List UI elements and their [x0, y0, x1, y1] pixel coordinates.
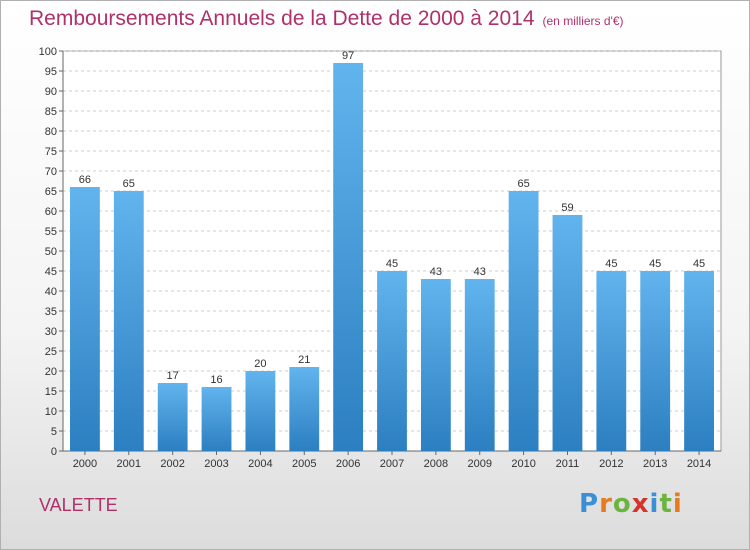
bar-value-label: 66 [79, 174, 91, 186]
bar [420, 279, 451, 451]
bar [596, 271, 627, 451]
bar-value-label: 45 [649, 258, 661, 270]
x-tick-label: 2005 [292, 458, 316, 470]
x-tick-label: 2011 [556, 458, 580, 470]
chart-title-text: Remboursements Annuels de la Dette de 20… [29, 7, 535, 30]
x-tick-label: 2014 [687, 458, 711, 470]
y-tick-label: 100 [39, 46, 57, 58]
x-tick-label: 2000 [73, 458, 97, 470]
bar-value-label: 43 [430, 266, 442, 278]
y-tick-label: 40 [45, 286, 57, 298]
logo-letter: r [599, 489, 613, 519]
bar-value-label: 65 [123, 178, 135, 190]
bar-value-label: 45 [386, 258, 398, 270]
y-tick-label: 60 [45, 206, 57, 218]
y-tick-label: 45 [45, 266, 57, 278]
bar-value-label: 65 [517, 178, 529, 190]
bar [552, 215, 583, 451]
bar [70, 187, 100, 451]
bar-value-label: 43 [474, 266, 486, 278]
bar-value-label: 97 [342, 50, 354, 62]
y-tick-label: 75 [45, 146, 57, 158]
bar-value-label: 45 [605, 258, 617, 270]
x-tick-label: 2006 [336, 458, 360, 470]
y-tick-label: 25 [45, 346, 57, 358]
y-tick-label: 65 [45, 186, 57, 198]
commune-name: VALETTE [39, 495, 118, 515]
x-tick-label: 2007 [380, 458, 404, 470]
bar [157, 383, 188, 451]
bar [640, 271, 671, 451]
bar-value-label: 59 [561, 202, 573, 214]
x-tick-label: 2008 [424, 458, 448, 470]
logo-letter: t [659, 489, 673, 519]
y-tick-label: 5 [51, 426, 57, 438]
bar [333, 63, 364, 451]
x-tick-label: 2002 [160, 458, 184, 470]
x-tick-label: 2013 [643, 458, 667, 470]
y-tick-label: 55 [45, 226, 57, 238]
logo-letter: P [579, 489, 600, 519]
logo-letter: x [631, 489, 650, 519]
bar [684, 271, 714, 451]
logo-letter: i [649, 489, 660, 519]
y-tick-label: 80 [45, 126, 57, 138]
y-tick-label: 0 [51, 446, 57, 458]
proxiti-logo[interactable]: Proxiti [579, 489, 683, 519]
x-tick-label: 2009 [467, 458, 491, 470]
x-tick-label: 2010 [511, 458, 535, 470]
logo-letter: i [672, 489, 683, 519]
y-tick-label: 50 [45, 246, 57, 258]
y-tick-label: 95 [45, 66, 57, 78]
bar [113, 191, 144, 451]
bar [377, 271, 407, 451]
chart-subtitle: (en milliers d'€) [542, 14, 624, 28]
x-tick-label: 2001 [117, 458, 141, 470]
bar [508, 191, 539, 451]
bar-value-label: 20 [254, 358, 266, 370]
bar-value-label: 21 [298, 354, 310, 366]
y-tick-label: 70 [45, 166, 57, 178]
bar [201, 387, 232, 451]
y-tick-label: 85 [45, 106, 57, 118]
y-tick-label: 10 [45, 406, 57, 418]
x-tick-label: 2003 [204, 458, 228, 470]
bar-value-label: 45 [693, 258, 705, 270]
y-tick-label: 15 [45, 386, 57, 398]
y-tick-label: 30 [45, 326, 57, 338]
bar [464, 279, 495, 451]
logo-letter: o [612, 489, 632, 519]
bar-value-label: 17 [167, 370, 179, 382]
bar [245, 371, 276, 451]
y-tick-label: 20 [45, 366, 57, 378]
chart-title: Remboursements Annuels de la Dette de 20… [29, 7, 624, 31]
y-tick-label: 35 [45, 306, 57, 318]
x-tick-label: 2004 [248, 458, 272, 470]
x-tick-label: 2012 [599, 458, 623, 470]
bar-value-label: 16 [210, 374, 222, 386]
y-tick-label: 90 [45, 86, 57, 98]
bar [289, 367, 320, 451]
